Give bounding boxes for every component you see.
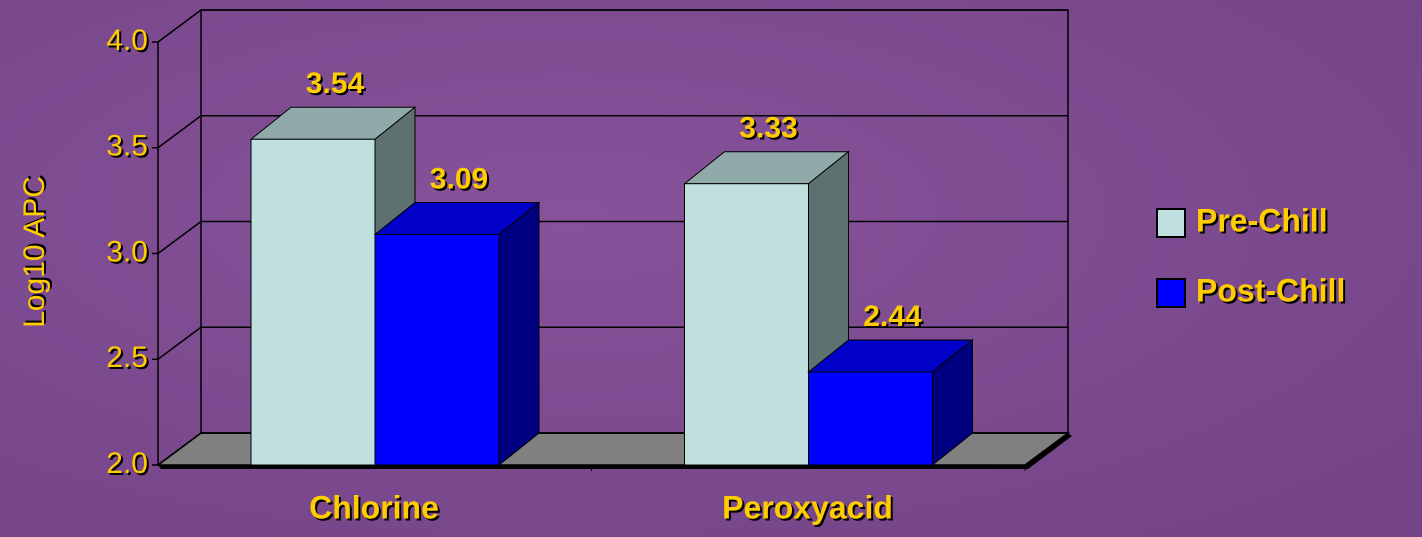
- y-tick-label: 3.5: [106, 130, 148, 163]
- floor-shadow: [158, 433, 1072, 469]
- y-tick-label: 3.0: [106, 235, 148, 268]
- data-label: 3.54: [306, 67, 365, 100]
- data-label: 3.33: [739, 112, 797, 145]
- legend-swatch: [1156, 278, 1186, 308]
- legend-label: Pre-Chill: [1196, 202, 1328, 238]
- x-tick-label: Chlorine: [309, 489, 439, 525]
- grid-line: [157, 220, 202, 255]
- legend-label: Post-Chill: [1196, 272, 1345, 308]
- data-label: 3.09: [430, 162, 488, 195]
- y-axis-label: Log10 APC: [18, 176, 51, 328]
- bar: [684, 183, 809, 466]
- data-label: 2.44: [863, 300, 922, 333]
- bar: [374, 233, 500, 466]
- y-tick-label: 2.0: [106, 447, 148, 480]
- bar: [250, 138, 376, 466]
- bar-side: [498, 201, 540, 467]
- y-tick-label: 2.5: [106, 341, 148, 374]
- grid-line: [157, 326, 202, 360]
- x-tick-label: Peroxyacid: [722, 489, 893, 525]
- y-tick-label: 4.0: [106, 24, 148, 57]
- bar: [808, 371, 933, 466]
- legend-swatch: [1156, 208, 1186, 238]
- grid-line: [157, 115, 202, 149]
- grid-line: [157, 432, 202, 466]
- grid-line: [157, 9, 202, 43]
